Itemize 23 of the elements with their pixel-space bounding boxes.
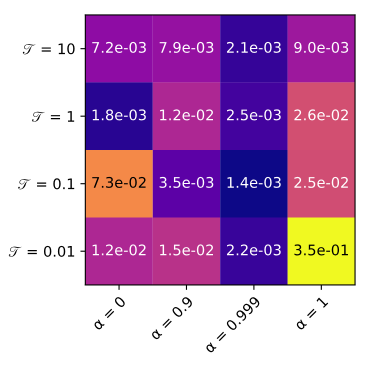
y-tick-label: 𝒯 = 0.01 xyxy=(8,246,74,257)
data-label: 3.5e-01 xyxy=(294,244,348,256)
data-label: 2.6e-02 xyxy=(294,109,348,120)
data-label: 7.2e-03 xyxy=(92,42,146,53)
data-label: 1.4e-03 xyxy=(228,176,281,188)
x-tick-label: α = 0.9 xyxy=(148,296,194,340)
data-label: 1.8e-03 xyxy=(92,109,146,120)
data-label: 7.3e-02 xyxy=(92,176,146,188)
data-label: 1.2e-02 xyxy=(92,244,146,256)
data-label: 3.5e-03 xyxy=(160,176,214,188)
x-tick-label: α = 1 xyxy=(294,296,328,331)
x-tick-label: α = 0 xyxy=(91,296,126,331)
data-label: 9.0e-03 xyxy=(294,42,348,53)
y-tick-label: 𝒯 = 10 xyxy=(22,43,75,54)
data-label: 2.1e-03 xyxy=(226,42,281,53)
data-label: 1.5e-02 xyxy=(160,244,214,256)
data-label: 2.2e-03 xyxy=(226,244,281,256)
y-tick-label: 𝒯 = 0.1 xyxy=(18,178,74,190)
data-label: 2.5e-02 xyxy=(294,176,348,188)
y-tick-label: 𝒯 = 1 xyxy=(32,111,74,122)
data-label: 2.5e-03 xyxy=(226,109,281,120)
data-label: 7.9e-03 xyxy=(160,42,214,53)
data-label: 1.2e-02 xyxy=(160,109,214,120)
